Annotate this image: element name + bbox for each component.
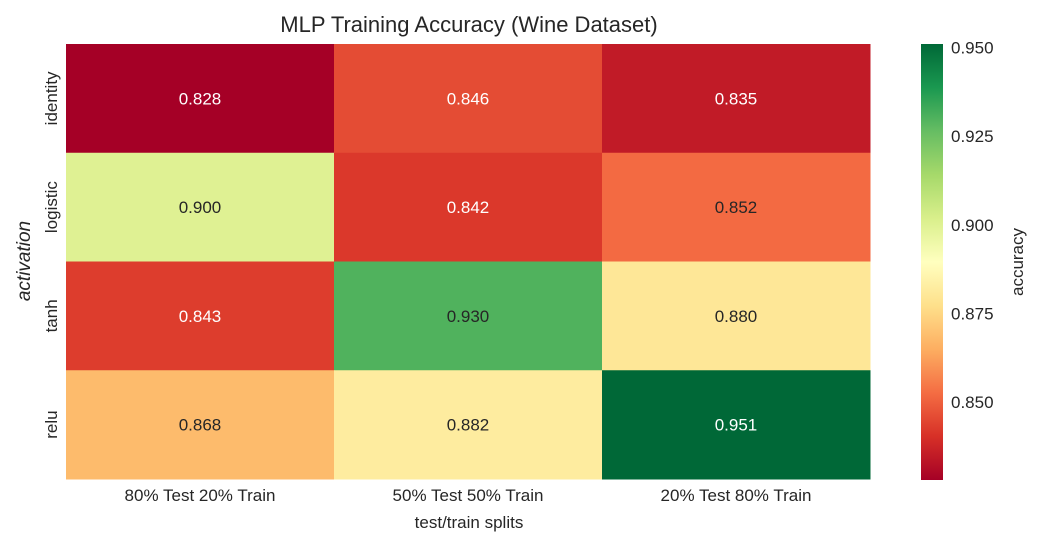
x-tick-label: 50% Test 50% Train xyxy=(393,486,544,505)
colorbar-tick-label: 0.850 xyxy=(951,393,994,412)
cell-value-label: 0.842 xyxy=(447,198,490,217)
y-tick-label: identity xyxy=(42,71,61,125)
y-tick-labels: identity logistic tanh relu xyxy=(42,71,61,439)
y-axis-label: activation xyxy=(14,221,35,301)
x-tick-label: 20% Test 80% Train xyxy=(661,486,812,505)
cell-value-label: 0.828 xyxy=(179,89,222,108)
y-tick-label: logistic xyxy=(42,181,61,233)
cell-value-label: 0.846 xyxy=(447,89,490,108)
chart-title: MLP Training Accuracy (Wine Dataset) xyxy=(280,12,657,37)
heatmap-cell xyxy=(334,370,603,480)
x-tick-label: 80% Test 20% Train xyxy=(125,486,276,505)
cell-value-label: 0.868 xyxy=(179,416,222,435)
y-tick-label: relu xyxy=(42,410,61,438)
heatmap-cell xyxy=(602,370,871,480)
colorbar-tick-label: 0.875 xyxy=(951,304,994,323)
cell-value-label: 0.843 xyxy=(179,307,222,326)
heatmap-cell xyxy=(602,44,871,154)
colorbar xyxy=(921,44,943,480)
heatmap-cell xyxy=(66,370,335,480)
heatmap-cell xyxy=(334,261,603,371)
cell-value-label: 0.880 xyxy=(715,307,758,326)
cell-value-label: 0.835 xyxy=(715,89,758,108)
heatmap-cell xyxy=(66,152,335,262)
colorbar-tick-label: 0.925 xyxy=(951,127,994,146)
heatmap-cell xyxy=(602,261,871,371)
cell-value-label: 0.882 xyxy=(447,416,490,435)
colorbar-label: accuracy xyxy=(1008,227,1027,296)
heatmap-cell xyxy=(334,152,603,262)
cell-value-label: 0.852 xyxy=(715,198,758,217)
heatmap-cell xyxy=(66,261,335,371)
heatmap-cell xyxy=(334,44,603,154)
cell-value-label: 0.900 xyxy=(179,198,222,217)
y-tick-label: tanh xyxy=(42,299,61,332)
heatmap-cell xyxy=(602,152,871,262)
heatmap-cell xyxy=(66,44,335,154)
cell-value-label: 0.951 xyxy=(715,416,758,435)
colorbar-tick-label: 0.950 xyxy=(951,39,994,58)
cell-value-label: 0.930 xyxy=(447,307,490,326)
x-tick-labels: 80% Test 20% Train 50% Test 50% Train 20% … xyxy=(125,486,812,505)
colorbar-ticks: 0.850 0.875 0.900 0.925 0.950 xyxy=(951,39,994,412)
colorbar-tick-label: 0.900 xyxy=(951,216,994,235)
x-axis-label: test/train splits xyxy=(415,513,524,532)
heatmap-cells: 0.828 0.846 0.835 0.900 0.842 0.852 0.843 0.930… xyxy=(66,44,871,480)
